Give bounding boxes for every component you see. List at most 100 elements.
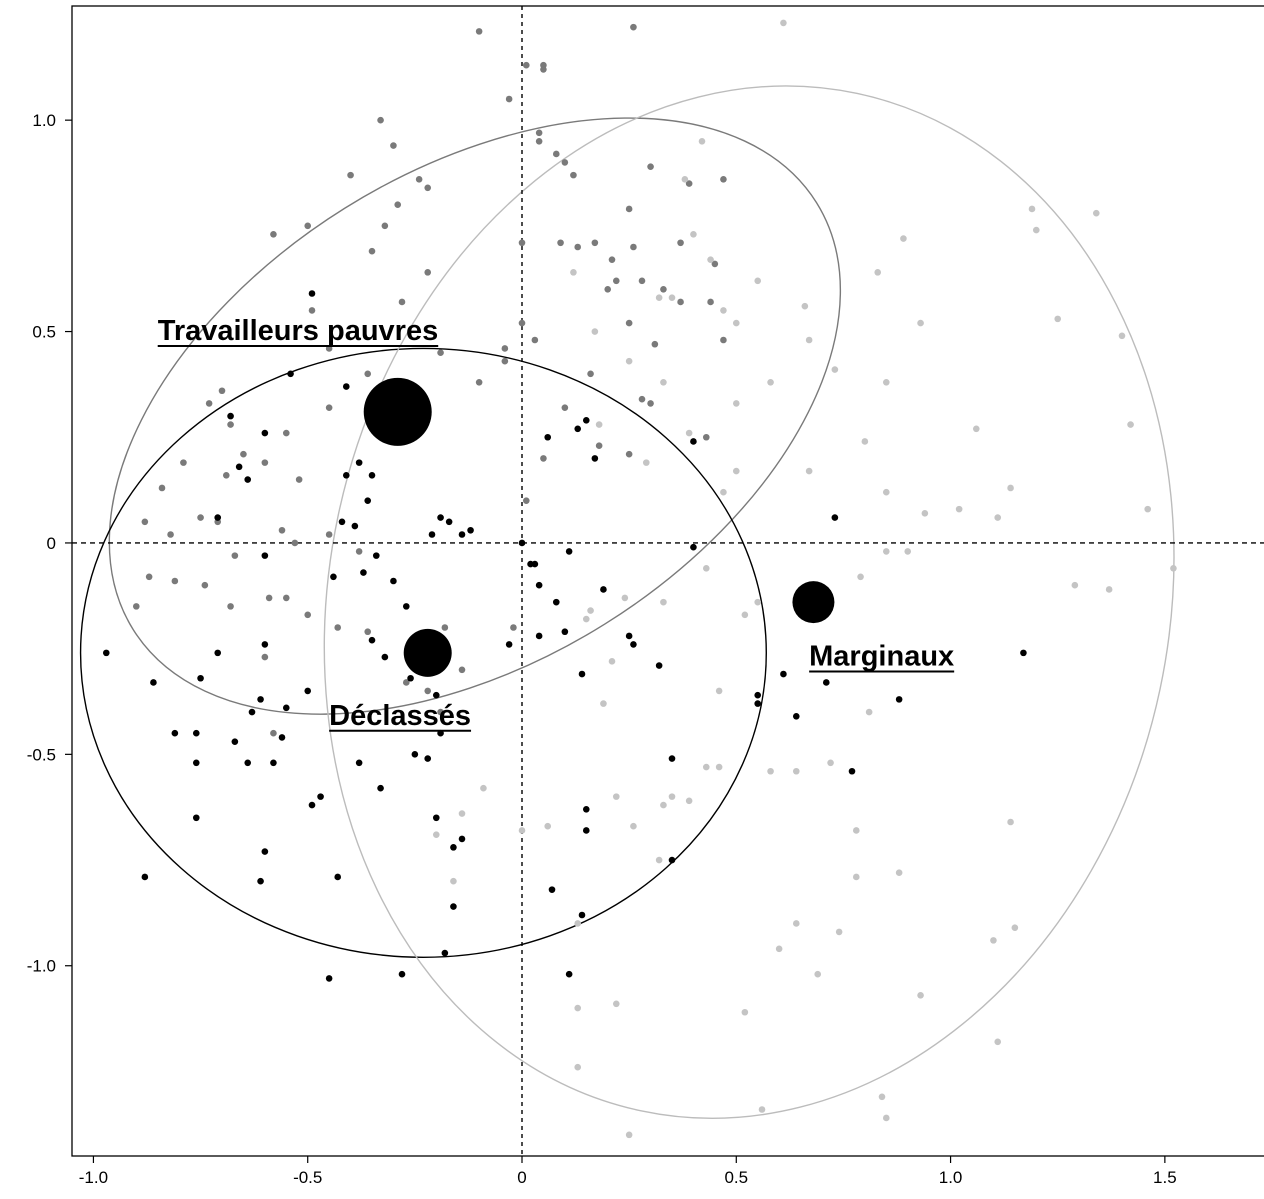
point-declasses	[831, 514, 839, 521]
point-travailleurs-pauvres	[604, 285, 612, 293]
point-declasses	[364, 497, 372, 504]
point-marginaux	[621, 594, 629, 602]
point-travailleurs-pauvres	[270, 231, 277, 238]
point-travailleurs-pauvres	[608, 256, 616, 263]
point-travailleurs-pauvres	[437, 708, 444, 716]
point-marginaux	[792, 767, 800, 775]
point-declasses	[428, 531, 436, 538]
confidence-ellipses	[79, 85, 1175, 1119]
point-marginaux	[707, 256, 714, 263]
centroid-marginaux	[792, 581, 835, 624]
y-tick-label: 0	[47, 534, 56, 553]
point-marginaux	[852, 873, 860, 881]
point-declasses	[565, 970, 573, 978]
point-travailleurs-pauvres	[630, 243, 637, 251]
point-marginaux	[904, 548, 912, 555]
point-marginaux	[1028, 205, 1036, 213]
point-declasses	[141, 873, 149, 881]
centroid-travailleurs-pauvres	[363, 377, 432, 446]
point-travailleurs-pauvres	[424, 269, 432, 276]
point-declasses	[244, 476, 252, 483]
point-marginaux	[655, 856, 663, 864]
point-declasses	[325, 975, 333, 982]
point-declasses	[214, 514, 222, 521]
point-declasses	[424, 755, 432, 762]
point-marginaux	[1071, 581, 1079, 589]
point-marginaux	[432, 831, 440, 838]
point-declasses	[690, 438, 697, 445]
point-declasses	[527, 560, 534, 568]
point-travailleurs-pauvres	[145, 573, 153, 581]
point-travailleurs-pauvres	[570, 171, 577, 179]
point-travailleurs-pauvres	[295, 476, 303, 483]
point-marginaux	[690, 231, 697, 238]
point-travailleurs-pauvres	[424, 184, 432, 192]
point-declasses	[214, 649, 222, 657]
point-travailleurs-pauvres	[625, 205, 633, 213]
point-travailleurs-pauvres	[638, 277, 646, 285]
point-travailleurs-pauvres	[304, 222, 312, 230]
point-declasses	[261, 848, 269, 855]
point-marginaux	[990, 937, 997, 944]
group-labels: Travailleurs pauvres Déclassés Marginaux	[157, 315, 955, 732]
point-travailleurs-pauvres	[222, 472, 230, 479]
point-declasses	[334, 873, 342, 881]
point-marginaux	[1032, 226, 1040, 234]
point-declasses	[445, 518, 453, 526]
point-travailleurs-pauvres	[278, 526, 286, 534]
point-travailleurs-pauvres	[180, 459, 187, 466]
point-travailleurs-pauvres	[587, 370, 594, 378]
point-marginaux	[865, 708, 873, 716]
x-tick-label: -0.5	[293, 1168, 322, 1187]
point-travailleurs-pauvres	[197, 514, 204, 521]
point-declasses	[754, 700, 762, 707]
point-travailleurs-pauvres	[720, 336, 727, 344]
point-declasses	[355, 459, 363, 466]
point-marginaux	[715, 687, 723, 695]
point-declasses	[467, 526, 474, 534]
point-marginaux	[1170, 565, 1177, 572]
point-travailleurs-pauvres	[531, 336, 539, 344]
point-marginaux	[874, 269, 882, 276]
point-marginaux	[518, 827, 526, 834]
point-marginaux	[1105, 586, 1113, 593]
point-declasses	[848, 767, 856, 775]
point-declasses	[518, 539, 526, 547]
point-travailleurs-pauvres	[282, 594, 290, 602]
point-travailleurs-pauvres	[437, 349, 444, 356]
point-marginaux	[720, 307, 727, 314]
point-declasses	[244, 759, 252, 767]
point-marginaux	[775, 945, 783, 953]
point-declasses	[231, 738, 239, 745]
point-marginaux	[625, 357, 633, 365]
point-declasses	[304, 687, 312, 695]
point-marginaux	[1011, 924, 1019, 931]
y-tick-label: -1.0	[27, 957, 56, 976]
point-declasses	[390, 577, 397, 585]
point-travailleurs-pauvres	[707, 298, 714, 306]
label-marginaux: Marginaux	[809, 641, 954, 673]
point-marginaux	[591, 328, 599, 335]
point-travailleurs-pauvres	[308, 307, 316, 314]
point-declasses	[565, 548, 573, 555]
point-travailleurs-pauvres	[647, 163, 654, 170]
point-marginaux	[587, 607, 594, 614]
point-travailleurs-pauvres	[505, 95, 513, 103]
point-travailleurs-pauvres	[398, 298, 406, 306]
point-declasses	[578, 911, 586, 919]
point-travailleurs-pauvres	[647, 400, 654, 407]
point-declasses	[282, 704, 290, 712]
point-declasses	[544, 433, 552, 441]
point-declasses	[432, 691, 440, 699]
point-marginaux	[570, 269, 577, 276]
point-declasses	[441, 949, 449, 957]
point-travailleurs-pauvres	[240, 450, 247, 458]
point-marginaux	[720, 488, 727, 496]
point-travailleurs-pauvres	[325, 531, 333, 538]
point-declasses	[574, 425, 582, 433]
ellipse-travailleurs-pauvres	[108, 117, 842, 715]
point-marginaux	[852, 827, 860, 834]
point-declasses	[372, 552, 380, 559]
point-declasses	[792, 712, 800, 720]
